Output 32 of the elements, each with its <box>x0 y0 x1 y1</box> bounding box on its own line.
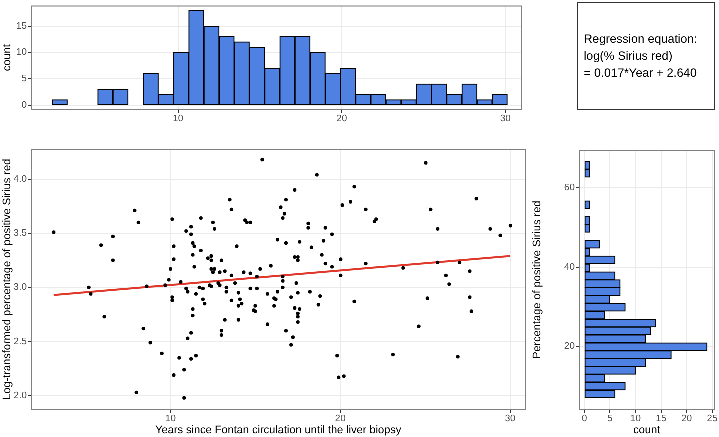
x-tick-label: 0 <box>582 413 588 424</box>
x-tick-label: 20 <box>336 113 348 124</box>
x-tick-label: 10 <box>165 413 176 424</box>
x-tick-label: 5 <box>608 413 613 424</box>
x-tick-label: 30 <box>505 413 516 424</box>
x-axis-title: Years since Fontan circulation until the liver biopsy <box>155 424 402 437</box>
x-tick-label: 25 <box>707 413 718 424</box>
y-axis-title: count <box>2 44 14 72</box>
y-axis-title: Percentage of positive Sirius red <box>532 200 544 360</box>
y-tick-label: 2.0 <box>14 390 27 402</box>
y-tick-label: 0 <box>22 100 27 111</box>
y-tick-label: 10 <box>16 47 27 58</box>
y-tick-label: 5 <box>22 74 27 85</box>
text: log(% Sirius red) <box>584 48 674 64</box>
x-tick-label: 10 <box>173 113 184 124</box>
y-tick-label: 20 <box>564 341 575 352</box>
text: Regression equation: <box>584 30 698 48</box>
y-tick-label: 15 <box>16 20 27 32</box>
x-tick-label: 30 <box>500 113 511 124</box>
x-tick-label: 15 <box>656 413 667 424</box>
y-tick-label: 3.0 <box>14 282 27 294</box>
x-tick-label: 20 <box>682 413 692 424</box>
text: = 0.017*Year + 2.640 <box>584 64 698 82</box>
y-tick-label: 3.5 <box>14 228 27 240</box>
y-tick-label: 2.5 <box>14 336 27 348</box>
x-tick-label: 20 <box>335 413 346 424</box>
y-tick-label: 60 <box>564 182 575 194</box>
x-axis-title: count <box>634 424 660 437</box>
y-tick-label: 4.0 <box>14 174 27 185</box>
y-axis-title: Log-transformed percentage of positive Sirius red <box>2 159 14 400</box>
x-tick-label: 10 <box>630 413 642 424</box>
y-tick-label: 40 <box>564 262 575 273</box>
